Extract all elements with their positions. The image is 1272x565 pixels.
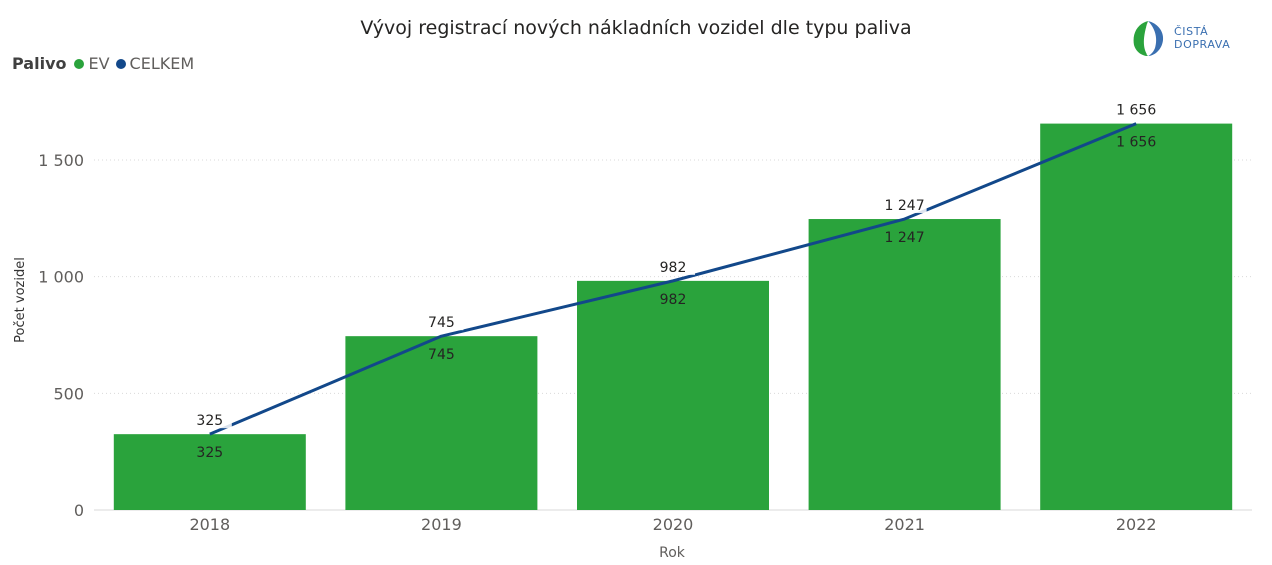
line-value-label: 1 247	[885, 198, 925, 214]
celkem-line	[209, 122, 1137, 436]
legend-title: Palivo	[12, 54, 67, 73]
data-labels: 325 745 982 1 247 1 656 325 745 982 1 247 1 656	[187, 101, 1159, 461]
x-axis: 2018 2019 2020 2021 2022	[189, 515, 1156, 534]
logo-text-line1: ČISTÁ	[1174, 25, 1209, 38]
line-label-bg	[419, 314, 464, 331]
bar-value-label: 1 656	[1116, 135, 1156, 151]
y-axis-title: Počet vozidel	[13, 257, 28, 343]
line-label-bg	[651, 258, 695, 275]
bar-value-label: 1 247	[885, 230, 925, 246]
bar-ev-2019	[345, 336, 538, 510]
line-value-label: 745	[428, 315, 455, 331]
y-tick-label: 1 000	[38, 268, 84, 287]
bar-ev-2021	[808, 219, 1001, 511]
bar-value-label: 982	[660, 292, 687, 308]
bar-value-label: 325	[196, 445, 223, 461]
legend-celkem-label: CELKEM	[129, 54, 195, 73]
legend-celkem-marker	[115, 58, 126, 69]
bar-series-ev	[113, 123, 1233, 511]
legend: Palivo EV CELKEM	[12, 54, 200, 73]
cista-doprava-logo: ČISTÁ DOPRAVA	[1128, 16, 1248, 60]
line-value-label: 1 656	[1116, 103, 1156, 119]
line-series-celkem	[209, 122, 1137, 436]
line-label-bg	[187, 412, 232, 429]
x-tick-label: 2022	[1116, 515, 1157, 534]
x-tick-label: 2021	[884, 515, 925, 534]
bar-ev-2020	[577, 280, 769, 510]
legend-item-celkem[interactable]: CELKEM	[115, 54, 195, 73]
y-tick-label: 1 500	[38, 151, 84, 170]
x-tick-label: 2018	[189, 515, 230, 534]
x-tick-label: 2020	[653, 515, 694, 534]
y-tick-label: 500	[53, 384, 84, 403]
legend-item-ev[interactable]: EV	[74, 54, 110, 73]
legend-ev-marker	[74, 58, 85, 69]
x-tick-label: 2019	[421, 515, 462, 534]
logo-text-line2: DOPRAVA	[1174, 38, 1231, 51]
legend-ev-label: EV	[88, 54, 110, 73]
chart-title: Vývoj registrací nových nákladních vozid…	[360, 17, 912, 39]
bar-ev-2018	[113, 434, 306, 510]
line-label-bg	[1114, 101, 1159, 118]
road-leaf-icon	[1133, 21, 1164, 56]
y-tick-label: 0	[74, 501, 84, 520]
line-value-label: 325	[196, 413, 223, 429]
x-axis-title: Rok	[659, 545, 686, 561]
line-label-bg	[882, 197, 927, 214]
bar-ev-2022	[1040, 123, 1233, 510]
bar-value-label: 745	[428, 347, 455, 363]
line-value-label: 982	[660, 260, 687, 276]
y-axis: 0 500 1 000 1 500	[38, 151, 84, 520]
